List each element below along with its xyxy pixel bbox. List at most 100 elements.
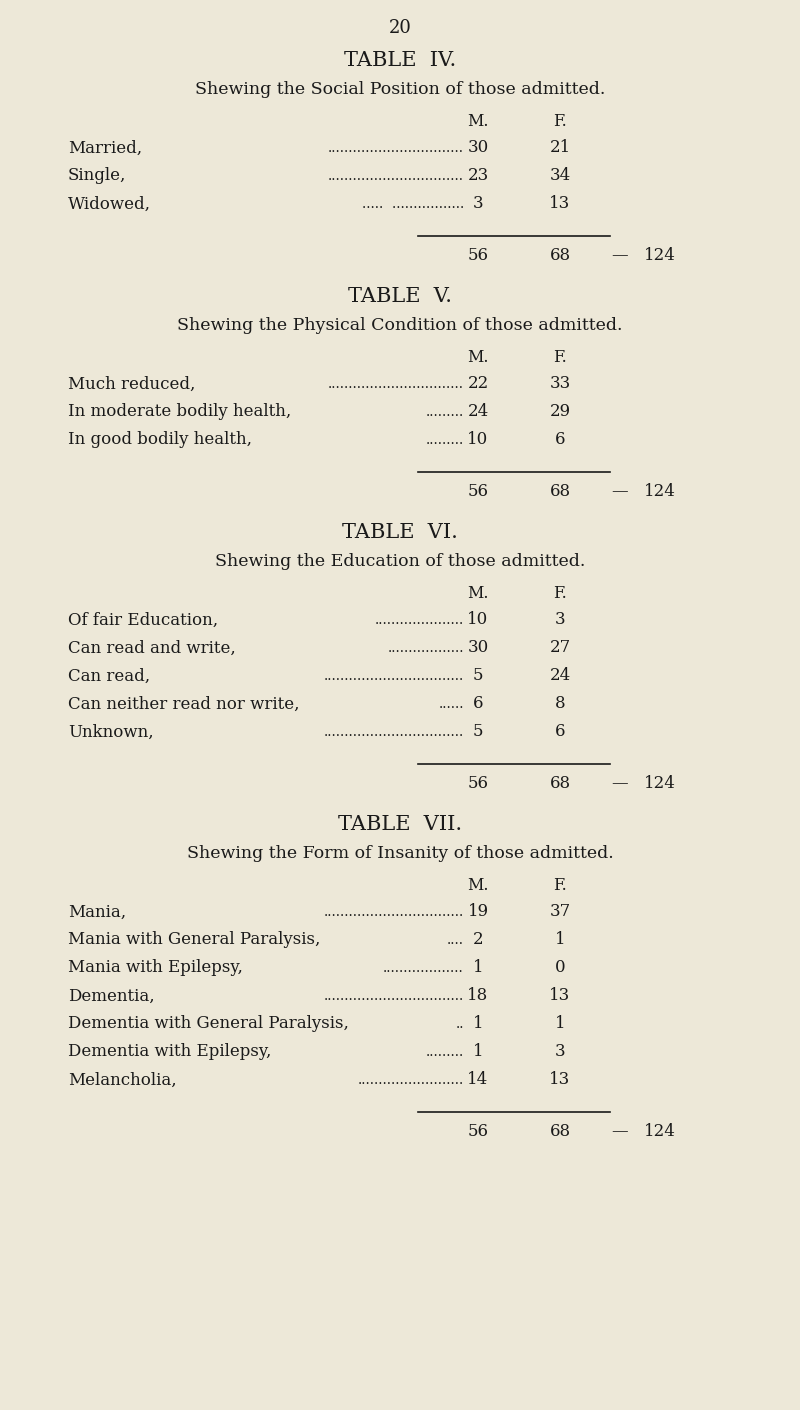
- Text: 68: 68: [550, 1124, 570, 1141]
- Text: F.: F.: [553, 585, 567, 602]
- Text: TABLE  VII.: TABLE VII.: [338, 815, 462, 833]
- Text: 37: 37: [550, 904, 570, 921]
- Text: 24: 24: [467, 403, 489, 420]
- Text: ..: ..: [455, 1017, 464, 1031]
- Text: ...................: ...................: [383, 962, 464, 974]
- Text: 124: 124: [644, 1124, 676, 1141]
- Text: Can neither read nor write,: Can neither read nor write,: [68, 695, 299, 712]
- Text: ................................: ................................: [328, 141, 464, 155]
- Text: Shewing the Form of Insanity of those admitted.: Shewing the Form of Insanity of those ad…: [186, 846, 614, 863]
- Text: 1: 1: [473, 1015, 483, 1032]
- Text: .........: .........: [426, 433, 464, 447]
- Text: 3: 3: [554, 612, 566, 629]
- Text: 3: 3: [473, 196, 483, 213]
- Text: 1: 1: [554, 932, 566, 949]
- Text: 68: 68: [550, 776, 570, 792]
- Text: F.: F.: [553, 350, 567, 367]
- Text: .........: .........: [426, 405, 464, 419]
- Text: 6: 6: [554, 723, 566, 740]
- Text: 124: 124: [644, 484, 676, 501]
- Text: 124: 124: [644, 776, 676, 792]
- Text: 1: 1: [554, 1015, 566, 1032]
- Text: 13: 13: [550, 196, 570, 213]
- Text: 10: 10: [467, 431, 489, 448]
- Text: 19: 19: [467, 904, 489, 921]
- Text: TABLE  IV.: TABLE IV.: [344, 51, 456, 69]
- Text: 5: 5: [473, 723, 483, 740]
- Text: .........: .........: [426, 1045, 464, 1059]
- Text: In good bodily health,: In good bodily health,: [68, 431, 252, 448]
- Text: In moderate bodily health,: In moderate bodily health,: [68, 403, 291, 420]
- Text: 2: 2: [473, 932, 483, 949]
- Text: ................................: ................................: [328, 376, 464, 391]
- Text: Can read and write,: Can read and write,: [68, 640, 236, 657]
- Text: Shewing the Physical Condition of those admitted.: Shewing the Physical Condition of those …: [178, 317, 622, 334]
- Text: —: —: [612, 484, 628, 501]
- Text: Married,: Married,: [68, 140, 142, 157]
- Text: TABLE  V.: TABLE V.: [348, 286, 452, 306]
- Text: .................................: .................................: [324, 725, 464, 739]
- Text: 30: 30: [467, 140, 489, 157]
- Text: 6: 6: [554, 431, 566, 448]
- Text: 22: 22: [467, 375, 489, 392]
- Text: M.: M.: [467, 877, 489, 894]
- Text: 56: 56: [467, 1124, 489, 1141]
- Text: 124: 124: [644, 248, 676, 265]
- Text: ......: ......: [438, 697, 464, 711]
- Text: 14: 14: [467, 1072, 489, 1089]
- Text: ..................: ..................: [387, 642, 464, 656]
- Text: Unknown,: Unknown,: [68, 723, 154, 740]
- Text: .....  .................: ..... .................: [362, 197, 464, 211]
- Text: 27: 27: [550, 640, 570, 657]
- Text: F.: F.: [553, 113, 567, 131]
- Text: .................................: .................................: [324, 905, 464, 919]
- Text: 18: 18: [467, 987, 489, 1004]
- Text: 23: 23: [467, 168, 489, 185]
- Text: M.: M.: [467, 350, 489, 367]
- Text: Mania with Epilepsy,: Mania with Epilepsy,: [68, 959, 243, 977]
- Text: .................................: .................................: [324, 988, 464, 1003]
- Text: 68: 68: [550, 484, 570, 501]
- Text: Melancholia,: Melancholia,: [68, 1072, 177, 1089]
- Text: 34: 34: [550, 168, 570, 185]
- Text: .........................: .........................: [358, 1073, 464, 1087]
- Text: M.: M.: [467, 113, 489, 131]
- Text: 24: 24: [550, 667, 570, 684]
- Text: TABLE  VI.: TABLE VI.: [342, 523, 458, 541]
- Text: 1: 1: [473, 959, 483, 977]
- Text: M.: M.: [467, 585, 489, 602]
- Text: 13: 13: [550, 1072, 570, 1089]
- Text: ................................: ................................: [328, 169, 464, 183]
- Text: 10: 10: [467, 612, 489, 629]
- Text: 29: 29: [550, 403, 570, 420]
- Text: Single,: Single,: [68, 168, 126, 185]
- Text: 68: 68: [550, 248, 570, 265]
- Text: 56: 56: [467, 776, 489, 792]
- Text: —: —: [612, 776, 628, 792]
- Text: .....................: .....................: [374, 613, 464, 627]
- Text: —: —: [612, 1124, 628, 1141]
- Text: Can read,: Can read,: [68, 667, 150, 684]
- Text: 1: 1: [473, 1043, 483, 1060]
- Text: 21: 21: [550, 140, 570, 157]
- Text: Widowed,: Widowed,: [68, 196, 151, 213]
- Text: F.: F.: [553, 877, 567, 894]
- Text: Shewing the Education of those admitted.: Shewing the Education of those admitted.: [215, 554, 585, 571]
- Text: 3: 3: [554, 1043, 566, 1060]
- Text: 5: 5: [473, 667, 483, 684]
- Text: 30: 30: [467, 640, 489, 657]
- Text: 8: 8: [554, 695, 566, 712]
- Text: .................................: .................................: [324, 668, 464, 682]
- Text: 6: 6: [473, 695, 483, 712]
- Text: 33: 33: [550, 375, 570, 392]
- Text: 20: 20: [389, 18, 411, 37]
- Text: Dementia with Epilepsy,: Dementia with Epilepsy,: [68, 1043, 271, 1060]
- Text: ....: ....: [447, 933, 464, 948]
- Text: —: —: [612, 248, 628, 265]
- Text: Dementia with General Paralysis,: Dementia with General Paralysis,: [68, 1015, 349, 1032]
- Text: Shewing the Social Position of those admitted.: Shewing the Social Position of those adm…: [195, 82, 605, 99]
- Text: 0: 0: [554, 959, 566, 977]
- Text: Dementia,: Dementia,: [68, 987, 154, 1004]
- Text: Mania with General Paralysis,: Mania with General Paralysis,: [68, 932, 320, 949]
- Text: 56: 56: [467, 484, 489, 501]
